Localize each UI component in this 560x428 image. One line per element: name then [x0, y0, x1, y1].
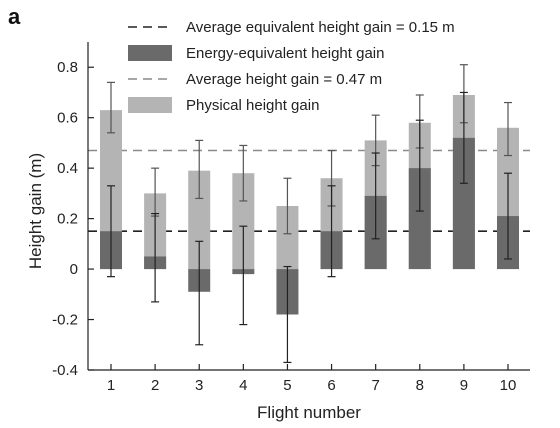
- y-axis-title: Height gain (m): [26, 153, 45, 269]
- x-tick-label: 6: [327, 377, 335, 394]
- physical-bar-4: [232, 173, 255, 270]
- x-tick-label: 7: [371, 377, 379, 394]
- x-tick-label: 9: [460, 377, 468, 394]
- y-tick-label: 0: [70, 261, 78, 278]
- legend-label: Average equivalent height gain = 0.15 m: [186, 19, 455, 36]
- bars: [100, 94, 519, 315]
- panel-label: a: [8, 4, 21, 29]
- physical-bar-3: [188, 170, 211, 270]
- x-axis-title: Flight number: [257, 403, 361, 422]
- legend: Average equivalent height gain = 0.15 m E…: [128, 19, 455, 114]
- x-tick-label: 8: [416, 377, 424, 394]
- legend-label: Average height gain = 0.47 m: [186, 71, 382, 88]
- legend-label: Physical height gain: [186, 97, 319, 114]
- error-bars: [107, 64, 512, 364]
- x-tick-label: 5: [283, 377, 291, 394]
- x-tick-label: 1: [107, 377, 115, 394]
- y-tick-label: 0.2: [57, 211, 78, 228]
- energy-bar-8: [408, 168, 431, 270]
- y-tick-label: -0.4: [52, 362, 78, 379]
- x-tick-label: 3: [195, 377, 203, 394]
- x-tick-label: 10: [500, 377, 517, 394]
- x-tick-label: 2: [151, 377, 159, 394]
- legend-swatch-box: [128, 97, 172, 113]
- legend-label: Energy-equivalent height gain: [186, 45, 384, 62]
- axes: 0.8 0.6 0.4 0.2 0 -0.2 -0.4 1 2 3 4 5 6 7 8 9 10: [52, 42, 530, 394]
- y-tick-label: 0.6: [57, 110, 78, 127]
- energy-bar-9: [452, 137, 475, 270]
- y-tick-label: 0.8: [57, 59, 78, 76]
- y-tick-label: 0.4: [57, 160, 78, 177]
- legend-swatch-box: [128, 45, 172, 61]
- physical-bar-5: [276, 206, 299, 270]
- y-tick-label: -0.2: [52, 312, 78, 329]
- x-tick-label: 4: [239, 377, 247, 394]
